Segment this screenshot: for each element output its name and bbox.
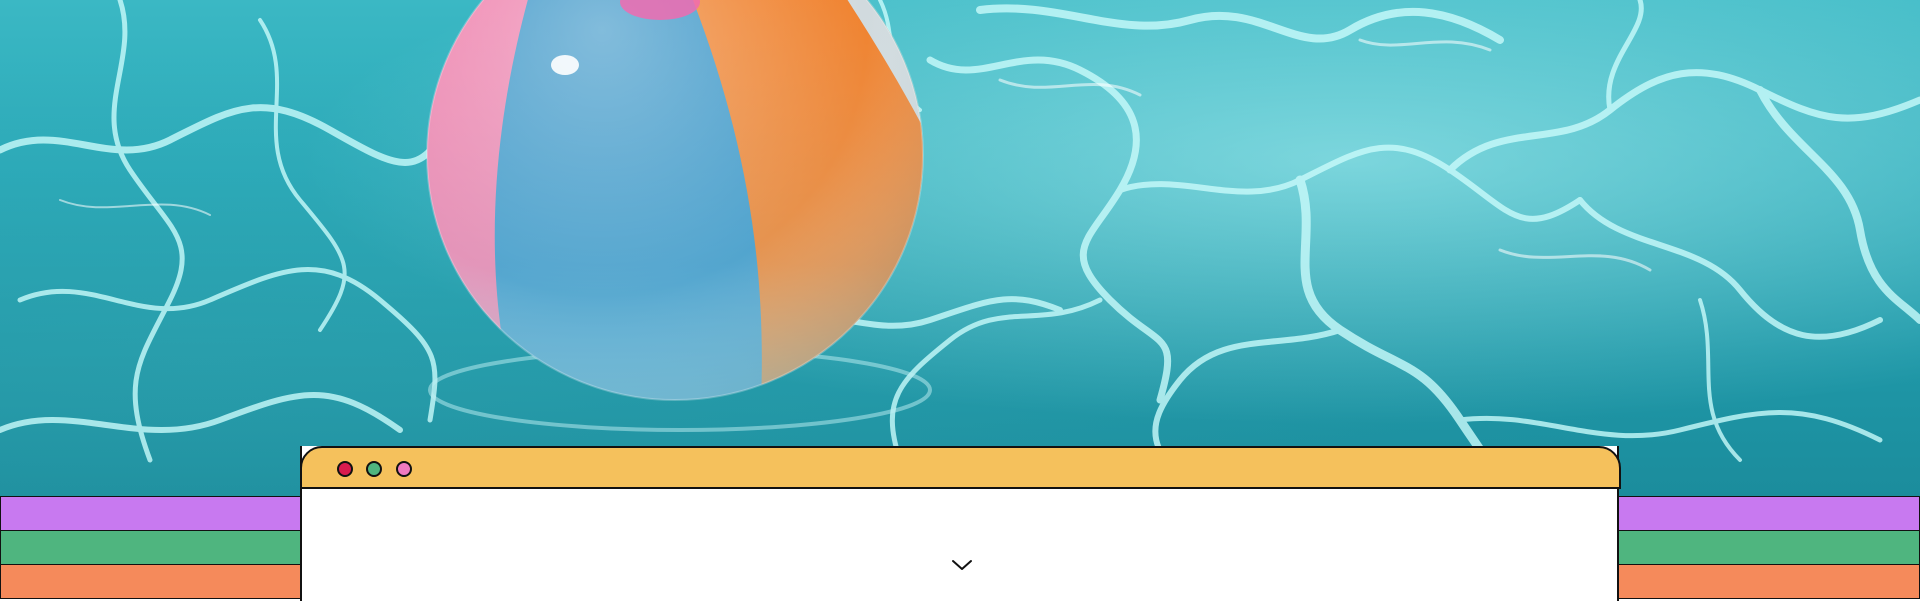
pool-water-illustration (0, 0, 1920, 500)
close-dot[interactable] (337, 461, 353, 477)
window-titlebar (300, 446, 1621, 489)
beach-ball-illustration (426, 0, 924, 401)
minimize-dot[interactable] (366, 461, 382, 477)
chevron-down-icon[interactable] (951, 558, 973, 572)
browser-window (300, 446, 1621, 601)
maximize-dot[interactable] (396, 461, 412, 477)
hero-image (0, 0, 1920, 500)
